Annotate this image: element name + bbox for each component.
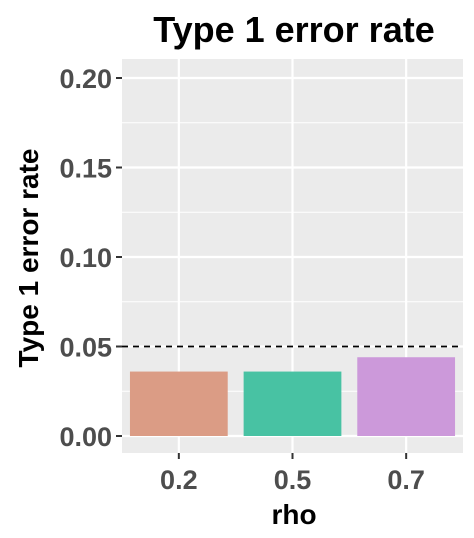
y-tick-label: 0.00: [59, 422, 112, 452]
bar-0.7: [357, 357, 456, 436]
bar-0.5: [243, 371, 342, 436]
bar-0.2: [129, 371, 228, 436]
y-tick-label: 0.05: [59, 333, 112, 363]
bars: [129, 357, 456, 436]
y-tick-label: 0.20: [59, 64, 112, 94]
y-tick-label: 0.15: [59, 154, 112, 184]
x-tick-label: 0.7: [387, 465, 425, 495]
x-tick-label: 0.2: [160, 465, 198, 495]
y-axis-title: Type 1 error rate: [13, 149, 44, 368]
x-tick-label: 0.5: [274, 465, 312, 495]
chart-title: Type 1 error rate: [153, 9, 434, 50]
tick-labels: 0.00 0.05 0.10 0.15 0.20 0.2 0.5 0.7: [59, 64, 425, 495]
y-tick-label: 0.10: [59, 243, 112, 273]
axis-ticks: [116, 77, 408, 459]
x-axis-title: rho: [271, 499, 316, 530]
